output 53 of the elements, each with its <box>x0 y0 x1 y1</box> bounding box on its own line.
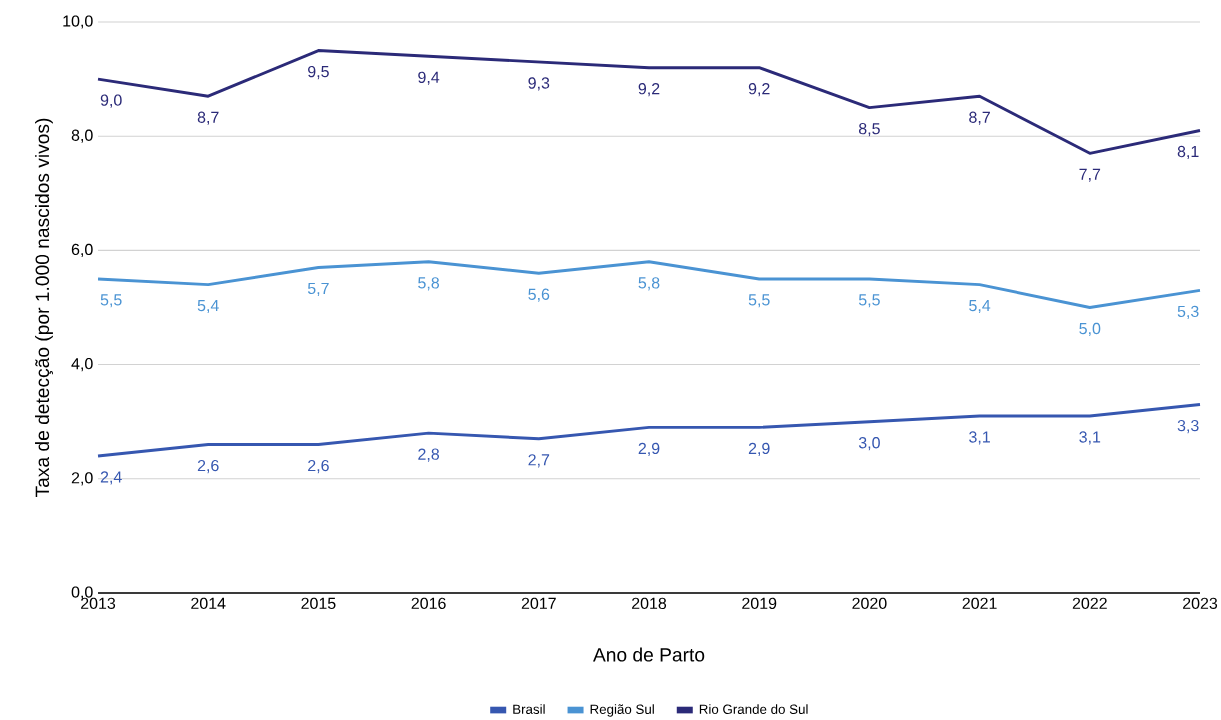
legend-label: Rio Grande do Sul <box>699 704 808 714</box>
x-axis-title: Ano de Parto <box>593 647 705 662</box>
data-label: 3,3 <box>1177 419 1199 434</box>
data-label: 5,4 <box>969 300 991 314</box>
data-label: 2,4 <box>100 471 122 485</box>
data-label: 9,2 <box>638 83 660 97</box>
data-label: 2,8 <box>418 448 440 462</box>
data-label: 9,5 <box>308 65 329 80</box>
data-label: 8,7 <box>197 111 219 125</box>
data-label: 5,5 <box>100 294 122 308</box>
data-label: 5,0 <box>1079 322 1101 337</box>
y-axis-title: Taxa de detecção (por 1.000 nascidos vivos) <box>35 118 54 498</box>
data-label: 2,9 <box>638 442 660 456</box>
data-label: 3,1 <box>969 431 990 445</box>
data-label: 9,3 <box>528 77 550 91</box>
x-tick-label: 2017 <box>521 597 556 610</box>
data-label: 2,9 <box>748 442 770 456</box>
y-tick-label: 8,0 <box>71 129 93 143</box>
y-tick-label: 10,0 <box>63 15 93 29</box>
data-label: 5,5 <box>858 294 880 308</box>
data-label: 2,6 <box>197 459 219 474</box>
data-label: 5,7 <box>307 282 329 296</box>
x-tick-label: 2020 <box>852 597 887 610</box>
y-tick-label: 6,0 <box>71 243 93 257</box>
data-label: 8,1 <box>1177 145 1199 160</box>
x-tick-label: 2023 <box>1183 597 1218 610</box>
data-label: 2,6 <box>308 459 329 474</box>
data-label: 5,5 <box>748 294 770 308</box>
y-tick-label: 4,0 <box>71 357 93 372</box>
data-label: 3,0 <box>858 437 880 451</box>
x-tick-label: 2014 <box>191 597 226 610</box>
x-tick-label: 2019 <box>742 597 777 610</box>
data-label: 5,4 <box>197 300 219 314</box>
x-tick-label: 2015 <box>301 597 336 610</box>
x-tick-label: 2016 <box>411 597 446 610</box>
x-tick-label: 2018 <box>632 597 667 610</box>
data-label: 9,4 <box>418 71 440 85</box>
data-label: 5,8 <box>638 277 660 291</box>
data-label: 9,0 <box>100 94 122 108</box>
data-label: 9,2 <box>748 83 770 97</box>
legend-label: Brasil <box>513 704 545 714</box>
data-label: 8,7 <box>969 111 990 125</box>
data-label: 8,5 <box>858 123 880 137</box>
data-label: 3,1 <box>1079 431 1101 445</box>
data-label: 5,6 <box>528 288 550 302</box>
data-label: 5,3 <box>1177 305 1199 319</box>
x-tick-label: 2022 <box>1072 597 1107 610</box>
data-label: 5,8 <box>418 277 440 291</box>
data-label: 7,7 <box>1079 168 1101 182</box>
x-tick-label: 2021 <box>962 597 997 610</box>
legend-label: Região Sul <box>590 704 654 717</box>
data-label: 2,7 <box>528 454 550 468</box>
y-tick-label: 2,0 <box>71 472 93 486</box>
